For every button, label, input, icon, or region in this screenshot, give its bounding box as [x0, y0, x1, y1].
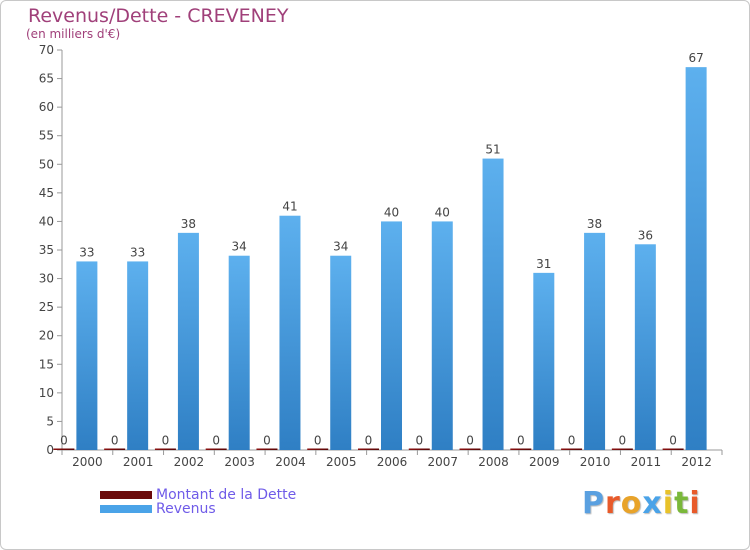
y-tick-label-45: 45: [39, 186, 54, 200]
x-tick-label-2012: 2012: [681, 455, 712, 469]
y-tick-label-55: 55: [39, 129, 54, 143]
bar-label-debt-2009: 0: [517, 434, 525, 448]
bar-revenue-2007: [431, 221, 453, 450]
bar-label-debt-2008: 0: [466, 434, 474, 448]
bar-revenue-2000: [76, 261, 98, 450]
bar-debt-2008: [459, 448, 481, 450]
y-tick-label-15: 15: [39, 357, 54, 371]
x-tick-label-2000: 2000: [72, 455, 103, 469]
bar-label-revenue-2001: 33: [130, 245, 145, 259]
y-tick-label-35: 35: [39, 243, 54, 257]
legend-label-revenue: Revenus: [156, 501, 216, 517]
logo-letter: i: [662, 486, 675, 521]
legend-label-debt: Montant de la Dette: [156, 487, 297, 503]
bar-revenue-2002: [177, 232, 199, 450]
bar-label-revenue-2005: 34: [333, 240, 348, 254]
bar-label-revenue-2002: 38: [181, 217, 196, 231]
x-tick-label-2007: 2007: [427, 455, 458, 469]
bar-label-revenue-2008: 51: [485, 143, 500, 157]
bar-label-revenue-2012: 67: [688, 51, 703, 65]
bar-label-debt-2011: 0: [619, 434, 627, 448]
bar-revenue-2008: [482, 158, 504, 451]
y-tick-label-40: 40: [39, 214, 54, 228]
bar-revenue-2010: [584, 232, 606, 450]
bar-revenue-2011: [634, 244, 656, 450]
bar-label-debt-2007: 0: [415, 434, 423, 448]
bar-label-debt-2001: 0: [111, 434, 119, 448]
chart-title: Revenus/Dette - CREVENEY: [28, 5, 289, 27]
y-tick-label-70: 70: [39, 43, 54, 57]
y-tick-label-10: 10: [39, 386, 54, 400]
logo-letter: x: [642, 486, 663, 521]
bar-debt-2010: [561, 448, 583, 450]
y-tick-label-60: 60: [39, 100, 54, 114]
bar-label-debt-2004: 0: [263, 434, 271, 448]
logo-letter: i: [689, 486, 701, 521]
bar-debt-2001: [104, 448, 126, 450]
logo-letter: P: [582, 486, 605, 521]
x-tick-label-2003: 2003: [224, 455, 255, 469]
bar-label-revenue-2009: 31: [536, 257, 551, 271]
bar-revenue-2004: [279, 215, 301, 450]
bar-label-revenue-2003: 34: [232, 240, 247, 254]
bar-label-revenue-2004: 41: [282, 200, 297, 214]
logo-letter: t: [674, 486, 690, 521]
x-tick-label-2008: 2008: [478, 455, 509, 469]
bar-debt-2006: [358, 448, 379, 450]
x-tick-label-2011: 2011: [631, 455, 662, 469]
bar-revenue-2003: [228, 255, 250, 450]
x-tick-label-2002: 2002: [174, 455, 205, 469]
proxiti-logo: Proxiti: [582, 486, 701, 521]
bar-label-revenue-2007: 40: [435, 205, 450, 219]
y-tick-label-5: 5: [46, 414, 54, 428]
bar-debt-2000: [53, 448, 75, 450]
bar-label-revenue-2010: 38: [587, 217, 602, 231]
bar-label-debt-2012: 0: [669, 434, 677, 448]
bar-revenue-2006: [381, 221, 402, 450]
bar-debt-2004: [256, 448, 278, 450]
logo-letter: o: [620, 486, 643, 521]
x-tick-label-2004: 2004: [275, 455, 306, 469]
bar-label-revenue-2011: 36: [638, 228, 653, 242]
bar-label-debt-2010: 0: [568, 434, 576, 448]
y-tick-label-65: 65: [39, 72, 54, 86]
bar-revenue-2009: [533, 272, 555, 450]
bar-debt-2002: [154, 448, 176, 450]
bar-label-debt-2002: 0: [162, 434, 170, 448]
bar-debt-2009: [510, 448, 532, 450]
x-tick-label-2001: 2001: [123, 455, 154, 469]
bar-debt-2012: [662, 448, 684, 450]
bar-label-debt-2005: 0: [314, 434, 322, 448]
legend-swatch-revenue: [100, 505, 152, 513]
chart-subtitle: (en milliers d'€): [26, 27, 121, 41]
legend-swatch-debt: [100, 491, 152, 499]
bar-debt-2003: [205, 448, 227, 450]
y-tick-label-30: 30: [39, 272, 54, 286]
bar-revenue-2001: [127, 261, 149, 450]
bar-debt-2005: [307, 448, 329, 450]
y-tick-label-25: 25: [39, 300, 54, 314]
bar-label-debt-2006: 0: [365, 434, 373, 448]
y-tick-label-0: 0: [46, 443, 54, 457]
y-tick-label-50: 50: [39, 157, 54, 171]
legend-item-revenue: Revenus: [100, 501, 216, 517]
logo-letter: r: [605, 486, 621, 521]
legend-item-debt: Montant de la Dette: [100, 487, 296, 503]
x-tick-label-2010: 2010: [580, 455, 611, 469]
bar-debt-2011: [611, 448, 633, 450]
bar-revenue-2005: [330, 255, 352, 450]
bar-label-revenue-2006: 40: [384, 205, 399, 219]
bar-debt-2007: [408, 448, 430, 450]
bar-revenue-2012: [685, 67, 707, 451]
x-tick-label-2005: 2005: [326, 455, 357, 469]
x-tick-label-2006: 2006: [377, 455, 408, 469]
x-tick-label-2009: 2009: [529, 455, 560, 469]
bar-label-revenue-2000: 33: [79, 245, 94, 259]
y-tick-label-20: 20: [39, 329, 54, 343]
bar-label-debt-2003: 0: [212, 434, 220, 448]
bar-label-debt-2000: 0: [60, 434, 68, 448]
